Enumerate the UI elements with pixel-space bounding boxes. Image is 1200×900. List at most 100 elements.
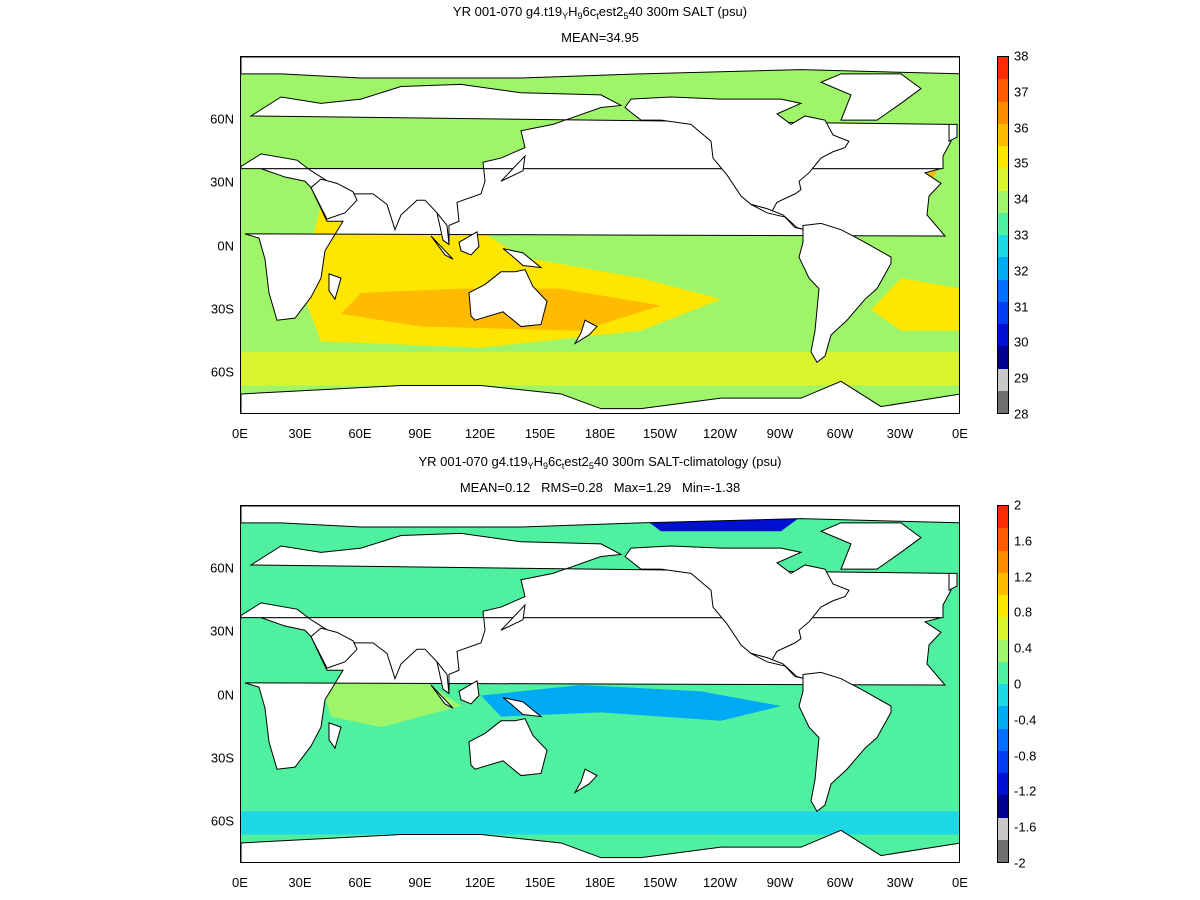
title-part: 6c	[548, 454, 562, 469]
anomaly-zone-warm	[321, 678, 461, 728]
land-mass	[430, 235, 454, 260]
x-tick-label: 90E	[408, 426, 432, 441]
title-part: 9	[543, 461, 549, 471]
colorbar-swatch	[998, 750, 1008, 773]
y-tick-label: 60S	[210, 364, 234, 380]
y-tick-label: 30N	[210, 174, 234, 190]
panel1-colorbar	[997, 56, 1009, 414]
colorbar-swatch	[998, 168, 1008, 191]
x-tick-label: 0E	[232, 875, 248, 890]
colorbar-label: 32	[1014, 263, 1029, 279]
x-tick-label: 30E	[288, 875, 312, 890]
colorbar-label: 37	[1014, 84, 1029, 100]
colorbar-label: 2	[1014, 497, 1022, 513]
colorbar-swatch	[998, 123, 1008, 146]
anomaly-zone-cool	[481, 685, 781, 721]
land-mass	[328, 722, 342, 750]
colorbar-label: 0	[1014, 676, 1022, 692]
colorbar-label: 29	[1014, 370, 1029, 386]
land-mass	[241, 57, 959, 79]
title-part: 6c	[582, 4, 597, 19]
x-tick-label: 150E	[524, 426, 556, 441]
colorbar-swatch	[998, 146, 1008, 169]
panel2-title: YR 001-070 g4.t19YH96ctest2540 300m SALT…	[0, 454, 1200, 471]
colorbar-swatch	[998, 212, 1008, 235]
panel2-anomaly-map	[240, 505, 960, 863]
colorbar-swatch	[998, 279, 1008, 302]
colorbar-swatch	[998, 235, 1008, 258]
colorbar-swatch	[998, 617, 1008, 640]
land-mass	[310, 178, 358, 220]
x-tick-label: 150W	[643, 875, 677, 890]
title-part: H	[568, 4, 578, 19]
land-mass	[500, 603, 526, 631]
colorbar-swatch	[998, 346, 1008, 369]
colorbar-swatch	[998, 550, 1008, 573]
panel2-colorbar	[997, 505, 1009, 863]
colorbar-swatch	[998, 301, 1008, 324]
colorbar-swatch	[998, 528, 1008, 551]
title-part: 40 300m SALT-climatology (psu)	[593, 454, 782, 469]
colorbar-swatch	[998, 257, 1008, 280]
land-mass	[502, 697, 543, 718]
panel1-salinity-map	[240, 56, 960, 414]
x-tick-label: 120W	[703, 875, 737, 890]
colorbar-label: 33	[1014, 227, 1029, 243]
x-tick-label: 60W	[826, 426, 854, 441]
y-tick-label: 30S	[210, 750, 234, 766]
land-mass	[436, 212, 450, 246]
colorbar-swatch	[998, 572, 1008, 595]
land-mass	[458, 230, 480, 256]
land-mass	[502, 248, 543, 269]
land-mass	[624, 545, 850, 663]
y-tick-label: 30N	[210, 623, 234, 639]
land-mass	[241, 380, 959, 413]
colorbar-label: 28	[1014, 406, 1029, 422]
land-mass	[819, 73, 922, 121]
title-part: t	[596, 11, 599, 21]
colorbar-swatch	[998, 101, 1008, 124]
x-tick-label: 90E	[408, 875, 432, 890]
land-mass	[430, 684, 454, 709]
land-mass	[798, 671, 892, 813]
panel2-subtitle: MEAN=0.12 RMS=0.28 Max=1.29 Min=-1.38	[459, 480, 741, 495]
colorbar-label: 1.6	[1014, 533, 1033, 549]
land-mass	[436, 661, 450, 695]
x-tick-label: 120E	[464, 875, 496, 890]
colorbar-label: -0.4	[1014, 712, 1037, 728]
colorbar-label: -2	[1014, 855, 1026, 871]
colorbar-label: 0.8	[1014, 604, 1033, 620]
x-tick-label: 180E	[584, 426, 616, 441]
colorbar-swatch	[998, 595, 1008, 618]
x-tick-label: 60E	[348, 875, 372, 890]
colorbar-label: 38	[1014, 48, 1029, 64]
colorbar-label: 1.2	[1014, 569, 1033, 585]
land-mass	[328, 273, 342, 301]
title-part: t	[561, 461, 565, 471]
colorbar-label: -0.8	[1014, 748, 1037, 764]
y-tick-label: 30S	[210, 301, 234, 317]
salinity-zone-mid	[241, 351, 959, 386]
x-tick-label: 0E	[952, 426, 968, 441]
colorbar-swatch	[998, 639, 1008, 662]
title-part: est2	[564, 454, 589, 469]
title-part: Y	[562, 11, 569, 21]
anomaly-zone-mid	[241, 811, 959, 835]
colorbar-swatch	[998, 773, 1008, 796]
land-mass	[468, 718, 548, 777]
x-tick-label: 120W	[703, 426, 737, 441]
salinity-zone-warm	[871, 278, 959, 331]
colorbar-swatch	[998, 79, 1008, 102]
land-mass	[310, 627, 358, 669]
land-mass	[458, 679, 480, 705]
land-mass	[468, 269, 548, 328]
x-tick-label: 30E	[288, 426, 312, 441]
y-tick-label: 60N	[210, 560, 234, 576]
land-mass	[500, 154, 526, 182]
colorbar-swatch	[998, 324, 1008, 347]
land-mass	[798, 222, 892, 364]
panel1-title: YR 001-070 g4.t19YH96ctest2540 300m SALT…	[0, 4, 1200, 21]
title-part: est2	[598, 4, 624, 19]
colorbar-swatch	[998, 368, 1008, 391]
colorbar-label: 0.4	[1014, 640, 1033, 656]
